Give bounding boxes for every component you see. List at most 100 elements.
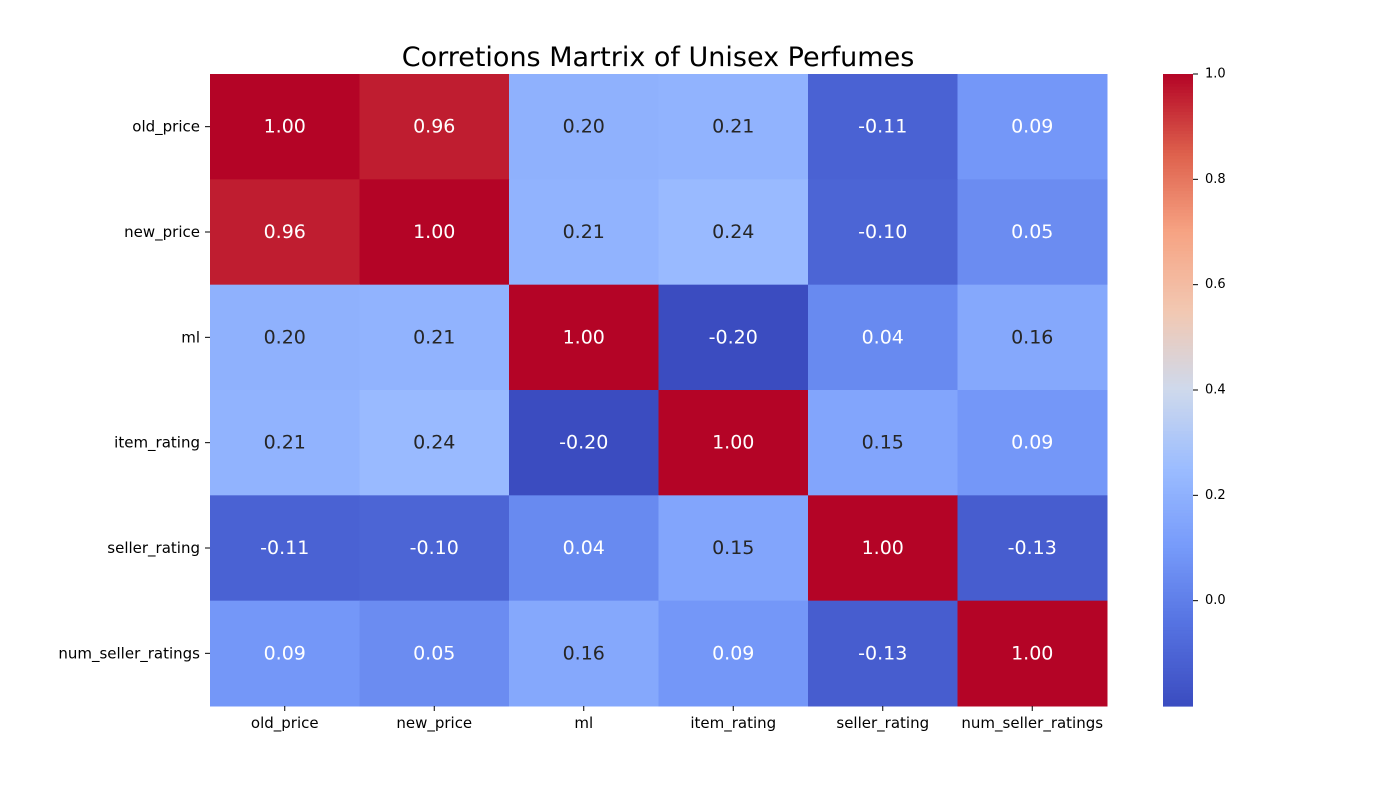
cell-value-label: 0.16 xyxy=(1011,326,1053,348)
y-tick-label: num_seller_ratings xyxy=(58,644,200,663)
colorbar-segment xyxy=(1163,339,1193,344)
colorbar-segment xyxy=(1163,690,1193,694)
colorbar-segment xyxy=(1163,190,1193,195)
colorbar-segment xyxy=(1163,620,1193,625)
colorbar-segment xyxy=(1163,421,1193,426)
colorbar-segment xyxy=(1163,374,1193,378)
colorbar-segment xyxy=(1163,450,1193,454)
colorbar-segment xyxy=(1163,611,1193,615)
colorbar-segment xyxy=(1163,348,1193,353)
colorbar-segment xyxy=(1163,427,1193,432)
colorbar-segment xyxy=(1163,175,1193,179)
heatmap-cell xyxy=(808,284,958,391)
colorbar-segment xyxy=(1163,582,1193,587)
cell-value-label: 0.21 xyxy=(712,116,754,138)
colorbar-segment xyxy=(1163,683,1193,688)
colorbar-segment xyxy=(1163,364,1193,369)
colorbar-segment xyxy=(1163,320,1193,325)
colorbar-segment xyxy=(1163,301,1193,306)
colorbar-segment xyxy=(1163,431,1193,435)
colorbar-segment xyxy=(1163,92,1193,97)
colorbar-segment xyxy=(1163,257,1193,262)
cell-value-label: 1.00 xyxy=(712,432,754,454)
x-tick-label: item_rating xyxy=(690,714,776,733)
cell-value-label: 1.00 xyxy=(563,326,605,348)
colorbar-segment xyxy=(1163,399,1193,404)
cell-value-label: 0.15 xyxy=(862,432,904,454)
cell-value-label: 1.00 xyxy=(413,221,455,243)
colorbar-segment xyxy=(1163,446,1193,451)
colorbar-segment xyxy=(1163,522,1193,527)
colorbar-segment xyxy=(1163,80,1193,85)
colorbar-segment xyxy=(1163,560,1193,565)
colorbar-segment xyxy=(1163,342,1193,347)
heatmap-cell xyxy=(359,74,510,180)
colorbar-segment xyxy=(1163,273,1193,277)
colorbar-segment xyxy=(1163,165,1193,170)
colorbar-tick-label: 0.4 xyxy=(1205,383,1226,398)
cell-value-label: -0.20 xyxy=(559,432,608,454)
colorbar-segment xyxy=(1163,510,1193,514)
y-tick-label: ml xyxy=(181,328,200,346)
colorbar-segment xyxy=(1163,541,1193,546)
colorbar-segment xyxy=(1163,570,1193,574)
colorbar-segment xyxy=(1163,693,1193,698)
cell-value-label: 0.16 xyxy=(563,642,605,664)
colorbar-segment xyxy=(1163,677,1193,682)
colorbar-segment xyxy=(1163,134,1193,138)
colorbar-segment xyxy=(1163,589,1193,593)
cell-value-label: 0.20 xyxy=(264,326,306,348)
colorbar-segment xyxy=(1163,124,1193,129)
heatmap-cell xyxy=(957,495,1108,602)
cell-value-label: 0.09 xyxy=(1011,116,1053,138)
colorbar-segment xyxy=(1163,408,1193,413)
colorbar-segment xyxy=(1163,99,1193,104)
colorbar-tick-label: 0.8 xyxy=(1205,172,1226,187)
colorbar-segment xyxy=(1163,639,1193,644)
colorbar-segment xyxy=(1163,415,1193,420)
heatmap-cell xyxy=(658,390,809,496)
colorbar-segment xyxy=(1163,544,1193,549)
heatmap-cell xyxy=(210,600,360,707)
cell-value-label: -0.10 xyxy=(410,537,459,559)
colorbar-segment xyxy=(1163,497,1193,502)
colorbar-segment xyxy=(1163,617,1193,622)
cell-value-label: 0.09 xyxy=(712,642,754,664)
colorbar-tick-label: 0.0 xyxy=(1205,593,1226,608)
colorbar-segment xyxy=(1163,149,1193,154)
colorbar-segment xyxy=(1163,206,1193,211)
heatmap-cell xyxy=(359,495,510,602)
colorbar-segment xyxy=(1163,266,1193,271)
colorbar-segment xyxy=(1163,156,1193,160)
colorbar-segment xyxy=(1163,566,1193,571)
colorbar-segment xyxy=(1163,386,1193,391)
colorbar-segment xyxy=(1163,326,1193,331)
heatmap-cell xyxy=(509,600,659,707)
colorbar-segment xyxy=(1163,244,1193,249)
heatmap-cell xyxy=(957,74,1108,180)
heatmap-cell xyxy=(658,179,809,286)
colorbar-segment xyxy=(1163,687,1193,691)
colorbar-segment xyxy=(1163,664,1193,669)
colorbar-segment xyxy=(1163,383,1193,388)
colorbar-segment xyxy=(1163,598,1193,603)
colorbar-segment xyxy=(1163,418,1193,423)
x-tick-label: new_price xyxy=(396,714,472,733)
colorbar-segment xyxy=(1163,475,1193,480)
colorbar-segment xyxy=(1163,200,1193,205)
colorbar-segment xyxy=(1163,314,1193,318)
colorbar-segment xyxy=(1163,469,1193,473)
heatmap-cell xyxy=(210,495,360,602)
cell-value-label: 0.04 xyxy=(862,326,904,348)
colorbar-segment xyxy=(1163,658,1193,663)
colorbar-segment xyxy=(1163,655,1193,660)
colorbar-segment xyxy=(1163,329,1193,334)
colorbar-segment xyxy=(1163,219,1193,224)
colorbar-segment xyxy=(1163,535,1193,540)
colorbar-segment xyxy=(1163,390,1193,394)
colorbar-segment xyxy=(1163,459,1193,464)
colorbar-segment xyxy=(1163,288,1193,293)
